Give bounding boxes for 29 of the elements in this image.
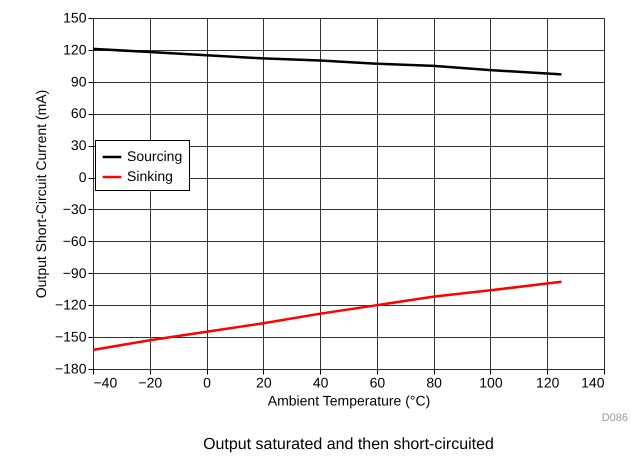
y-tick-label: 120 (63, 41, 87, 58)
x-tick-label: 120 (536, 374, 560, 390)
y-tick-label: −30 (62, 200, 87, 217)
y-tick-label: −180 (54, 360, 87, 376)
y-tick-label: 30 (70, 137, 87, 154)
y-tick-label: −60 (62, 232, 87, 249)
x-tick-label: −40 (94, 374, 118, 390)
legend-label: Sourcing (127, 148, 182, 164)
text: D086 (602, 412, 628, 424)
y-axis-title: Output Short-Circuit Current (mA) (32, 90, 49, 298)
y-tick-label: −90 (62, 264, 87, 281)
y-tick-label: 60 (70, 105, 87, 122)
x-tick-label: 140 (581, 374, 605, 390)
x-tick-label: 0 (203, 374, 212, 390)
y-tick-label: 0 (78, 169, 87, 186)
y-tick-label: 90 (70, 73, 87, 90)
x-tick-label: 40 (312, 374, 329, 390)
x-tick-label: −20 (138, 374, 162, 390)
x-axis-title: Ambient Temperature (°C) (268, 392, 430, 408)
x-tick-label: 60 (370, 374, 386, 390)
x-tick-label: 80 (426, 374, 442, 390)
text: Output saturated and then short-circuited (203, 436, 494, 453)
x-tick-label: 100 (479, 374, 503, 390)
legend-label: Sinking (127, 168, 173, 184)
y-tick-label: −150 (54, 328, 87, 345)
y-tick-label: 150 (63, 10, 87, 26)
line-series (93, 280, 563, 352)
x-tick-label: 20 (256, 374, 272, 390)
y-tick-label: −120 (54, 296, 87, 313)
